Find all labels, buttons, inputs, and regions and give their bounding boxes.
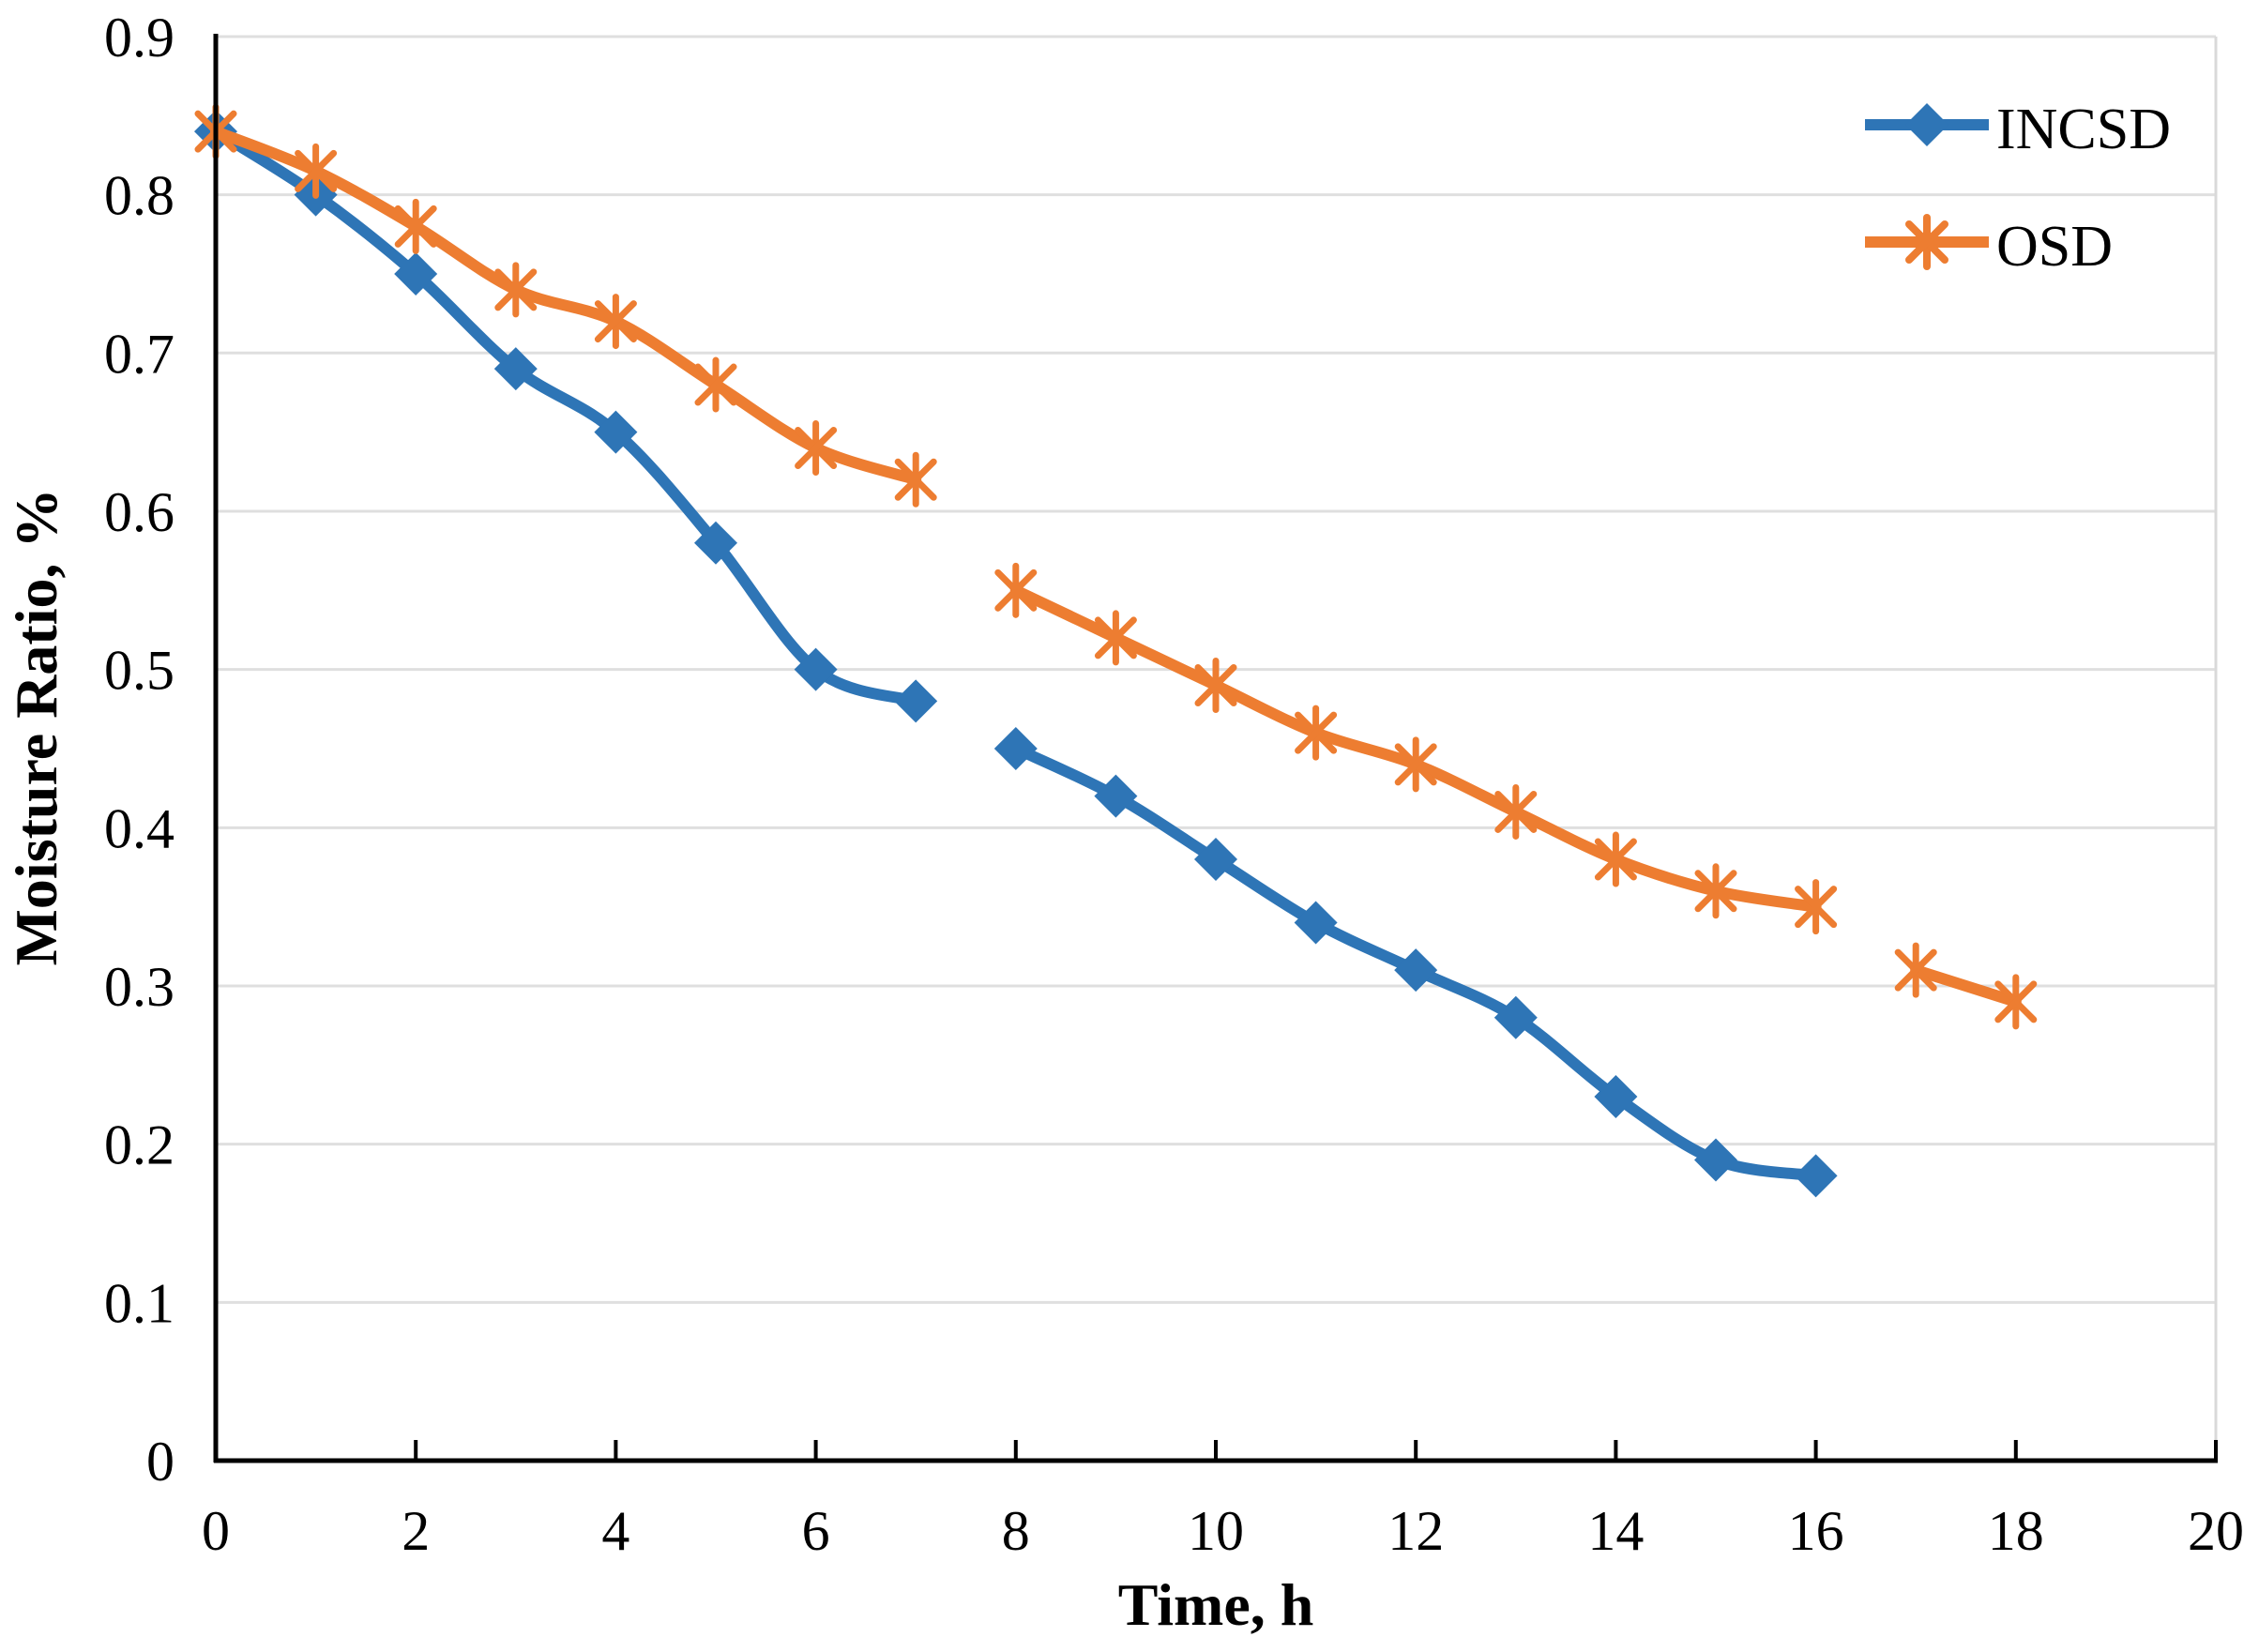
y-tick-label: 0.4: [104, 797, 174, 859]
incsd-diamond-marker: [894, 679, 938, 723]
legend-osd-label: OSD: [1996, 215, 2113, 279]
asterisk-spoke: [1795, 886, 1838, 929]
y-tick-label: 0.1: [104, 1272, 174, 1334]
x-tick-label: 20: [2188, 1500, 2244, 1562]
asterisk-spoke: [795, 427, 838, 470]
x-tick-label: 10: [1188, 1500, 1244, 1562]
incsd-series: [194, 110, 1838, 1198]
asterisk-spoke: [1694, 870, 1737, 913]
osd-asterisk-marker: [1094, 610, 1137, 666]
tick-label-layer: 0 0.1 0.2 0.3 0.4 0.5 0.6 0.7 0.8 0.9 0 2 4 6 8 10 12 14 1…: [104, 7, 2244, 1562]
x-tick-label: 16: [1788, 1500, 1844, 1562]
asterisk-spoke: [1194, 664, 1237, 707]
asterisk-spoke: [694, 363, 737, 406]
asterisk-spoke: [1394, 743, 1437, 786]
x-tick-label: 8: [1002, 1500, 1030, 1562]
x-tick-label: 0: [202, 1500, 230, 1562]
x-axis-title: Time, h: [1118, 1571, 1314, 1638]
incsd-diamond-marker: [794, 647, 838, 691]
osd-asterisk-marker: [1194, 658, 1237, 714]
asterisk-spoke: [1494, 790, 1538, 833]
osd-series: [194, 103, 2038, 1030]
x-tick-label: 6: [802, 1500, 830, 1562]
incsd-diamond-marker: [1794, 1154, 1838, 1198]
incsd-diamond-marker: [1194, 838, 1237, 882]
legend-item-osd: OSD: [1865, 214, 2113, 279]
x-tick-label: 2: [402, 1500, 430, 1562]
incsd-diamond-marker: [1493, 995, 1538, 1039]
osd-asterisk-marker: [1694, 863, 1737, 919]
osd-asterisk-marker: [694, 356, 737, 413]
osd-asterisk-marker: [994, 562, 1038, 618]
osd-asterisk-marker: [1594, 831, 1637, 887]
asterisk-spoke: [594, 300, 637, 343]
incsd-diamond-marker: [993, 726, 1038, 770]
legend: INCSD OSD: [1865, 98, 2171, 279]
x-tick-label: 12: [1387, 1500, 1444, 1562]
incsd-line-segment: [210, 126, 922, 707]
asterisk-spoke: [494, 268, 538, 311]
legend-incsd-diamond-icon: [1905, 103, 1948, 146]
incsd-diamond-marker: [1094, 774, 1138, 818]
asterisk-spoke: [1894, 948, 1937, 992]
asterisk-spoke: [894, 458, 937, 501]
x-tick-label: 14: [1587, 1500, 1644, 1562]
incsd-diamond-marker: [1594, 1075, 1638, 1119]
osd-asterisk-marker: [394, 198, 437, 254]
incsd-diamond-marker: [1694, 1138, 1737, 1182]
y-tick-label: 0.5: [104, 640, 174, 702]
y-tick-label: 0.3: [104, 956, 174, 1018]
asterisk-spoke: [1295, 711, 1338, 754]
osd-asterisk-marker: [494, 262, 538, 318]
incsd-diamond-marker: [694, 521, 737, 565]
incsd-diamond-marker: [493, 347, 538, 391]
osd-line-segment: [210, 126, 922, 486]
legend-item-incsd: INCSD: [1865, 98, 2171, 161]
y-tick-label: 0.8: [104, 165, 174, 227]
osd-asterisk-marker: [295, 143, 338, 199]
legend-osd-asterisk-icon: [1905, 214, 1948, 270]
y-tick-label: 0: [146, 1431, 174, 1493]
x-tick-label: 18: [1988, 1500, 2044, 1562]
osd-asterisk-marker: [1394, 736, 1437, 793]
incsd-diamond-marker: [594, 410, 638, 454]
series-layer: [194, 103, 2038, 1198]
asterisk-spoke: [295, 149, 338, 192]
osd-asterisk-marker: [1494, 783, 1538, 840]
osd-asterisk-marker: [1795, 879, 1838, 935]
osd-line-segment: [1910, 964, 2022, 1008]
asterisk-spoke: [1994, 980, 2038, 1023]
incsd-diamond-marker: [394, 251, 438, 296]
asterisk-spoke: [394, 205, 437, 248]
x-tick-label: 4: [601, 1500, 629, 1562]
y-tick-label: 0.7: [104, 323, 174, 385]
y-axis-title: Moisture Ratio, %: [3, 489, 69, 966]
osd-asterisk-marker: [594, 294, 637, 350]
y-tick-label: 0.6: [104, 481, 174, 543]
incsd-diamond-marker: [1394, 948, 1438, 993]
incsd-diamond-marker: [1294, 901, 1338, 945]
asterisk-spoke: [1094, 616, 1137, 659]
legend-incsd-label: INCSD: [1996, 98, 2171, 161]
osd-asterisk-marker: [1994, 974, 2038, 1030]
axis-layer: [213, 33, 2218, 1463]
y-tick-label: 0.2: [104, 1114, 174, 1176]
osd-asterisk-marker: [1894, 942, 1937, 998]
asterisk-spoke: [994, 568, 1038, 612]
osd-asterisk-marker: [795, 420, 838, 477]
osd-asterisk-marker: [894, 451, 937, 508]
osd-asterisk-marker: [1295, 705, 1338, 761]
y-tick-label: 0.9: [104, 7, 174, 68]
asterisk-spoke: [1594, 838, 1637, 881]
